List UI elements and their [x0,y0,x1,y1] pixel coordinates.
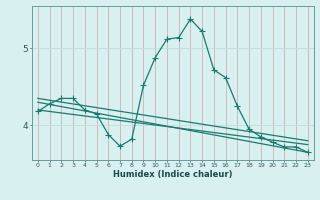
X-axis label: Humidex (Indice chaleur): Humidex (Indice chaleur) [113,170,233,179]
